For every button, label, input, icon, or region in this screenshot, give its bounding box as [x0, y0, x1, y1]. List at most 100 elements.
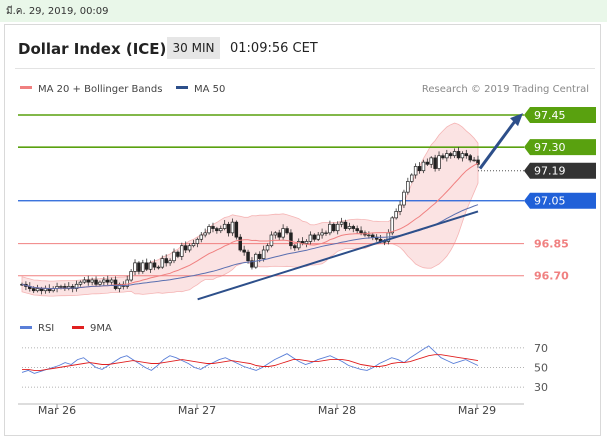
candle: [222, 220, 227, 231]
candle-body-up: [398, 204, 402, 212]
rsi-tick-70: 70: [534, 342, 548, 355]
price-levels: [18, 114, 524, 277]
candle-body-up: [222, 223, 227, 229]
candle: [238, 234, 243, 252]
candle-body-up: [409, 174, 414, 182]
candle-body-up: [324, 232, 328, 235]
candle-body-down: [144, 262, 149, 270]
candle-body-down: [246, 251, 250, 262]
candle-body-down: [234, 221, 239, 238]
candle-body-up: [296, 241, 301, 249]
candle-body-up: [406, 181, 410, 193]
candle-body-up: [437, 155, 441, 169]
candle: [425, 158, 430, 166]
candle: [203, 228, 207, 238]
candle: [390, 216, 395, 236]
candle-body-down: [257, 253, 262, 259]
candle-body-up: [320, 232, 324, 236]
candle: [339, 217, 344, 228]
candles: [20, 147, 480, 295]
candle: [172, 248, 176, 264]
candle: [468, 154, 472, 163]
level-tag-97-45: [524, 107, 596, 123]
candle-body-up: [78, 281, 83, 285]
x-tick-label: Mar 28: [318, 404, 356, 417]
candle-body-up: [265, 245, 270, 251]
candle: [296, 238, 301, 251]
bollinger-legend-swatch: [20, 86, 32, 89]
candle-body-down: [226, 223, 231, 234]
candle: [281, 224, 285, 240]
candle-body-up: [460, 153, 465, 159]
candle: [226, 221, 231, 237]
candle-body-up: [328, 223, 332, 234]
candle-body-down: [152, 262, 157, 268]
candle: [82, 277, 87, 284]
level-label-96-85: 96.85: [534, 238, 569, 251]
candle-body-up: [148, 262, 153, 270]
candle-body-down: [113, 279, 118, 289]
rsi-panel: 70 50 30: [21, 342, 548, 394]
rsi-legend: RSI 9MA: [20, 323, 112, 334]
chart-time: 01:09:56 CET: [230, 41, 318, 56]
candle: [472, 157, 476, 162]
candle-body-up: [59, 286, 63, 288]
candle: [207, 224, 211, 235]
candle-body-down: [238, 236, 243, 251]
candle: [242, 245, 246, 256]
candle: [265, 243, 270, 253]
candle: [144, 258, 149, 271]
candle: [152, 259, 157, 271]
candle-body-down: [343, 221, 348, 229]
candle-body-up: [261, 249, 266, 259]
candle: [456, 147, 461, 160]
candle: [168, 258, 172, 266]
bollinger-legend-label: MA 20 + Bollinger Bands: [38, 84, 162, 95]
rsi-ma-line: [22, 354, 479, 371]
candle: [394, 208, 398, 220]
candle: [429, 156, 433, 168]
candle-body-down: [351, 226, 356, 229]
candle: [464, 149, 469, 159]
legend: MA 20 + Bollinger Bands MA 50 Research ©…: [20, 84, 589, 95]
candle: [367, 231, 371, 239]
candle: [347, 222, 352, 231]
candle: [90, 277, 94, 286]
candle: [285, 226, 289, 235]
candle: [105, 275, 110, 286]
candle: [460, 151, 465, 162]
instrument-title: Dollar Index (ICE): [18, 40, 167, 58]
candle-body-down: [250, 260, 254, 268]
candle-body-up: [308, 234, 313, 242]
candle: [355, 225, 359, 234]
candle: [246, 249, 250, 264]
candle: [441, 153, 445, 160]
candle-body-down: [433, 157, 437, 169]
candle: [351, 224, 356, 233]
candle: [211, 222, 215, 233]
candle: [78, 280, 83, 287]
timeframe-badge[interactable]: 30 MIN: [167, 37, 220, 59]
candle: [316, 232, 320, 241]
candle: [417, 162, 422, 174]
candle-body-down: [332, 223, 336, 232]
candle-body-down: [277, 232, 281, 238]
candle-body-down: [371, 234, 375, 238]
candle-body-up: [191, 243, 196, 247]
rsi-ma-legend-swatch: [72, 326, 84, 329]
candle-body-up: [445, 153, 449, 159]
candle-body-up: [125, 279, 129, 287]
candle-body-up: [172, 251, 176, 262]
candle-body-up: [82, 279, 87, 283]
rsi-legend-label: RSI: [38, 323, 54, 334]
candle: [277, 229, 281, 241]
candle-body-up: [429, 157, 433, 165]
candle: [448, 151, 453, 159]
bollinger-bands: [21, 122, 479, 297]
level-tag-97-05: [524, 192, 596, 209]
trendline-group: [197, 113, 523, 301]
ma50-legend-swatch: [176, 86, 188, 89]
rsi-line: [21, 345, 479, 374]
candle: [148, 260, 153, 273]
candle: [86, 275, 91, 286]
